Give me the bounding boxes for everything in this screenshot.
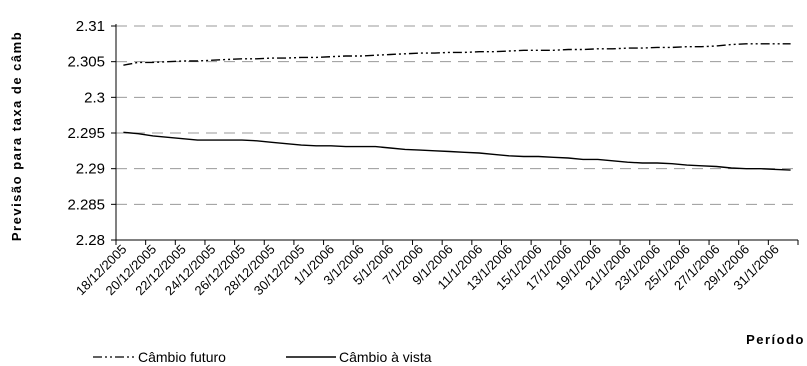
series-layer — [123, 43, 791, 171]
y-tick-label: 2.285 — [67, 196, 105, 213]
legend: Câmbio futuro Câmbio à vista — [93, 349, 432, 365]
y-tick-labels: 2.28 2.285 2.29 2.295 2.3 2.305 2.31 — [67, 18, 105, 249]
series-line-cambio-a-vista — [123, 131, 791, 171]
y-tick-label: 2.295 — [67, 125, 105, 142]
legend-label-futuro: Câmbio futuro — [138, 349, 226, 365]
legend-label-vista: Câmbio à vista — [339, 349, 432, 365]
gridlines — [116, 25, 798, 205]
x-tick-labels: 18/12/200520/12/200522/12/200524/12/2005… — [73, 242, 782, 299]
axes — [111, 24, 799, 245]
y-axis-title: Previsão para taxa de câmb — [9, 31, 24, 241]
y-tick-label: 2.29 — [76, 161, 105, 178]
y-tick-label: 2.28 — [76, 232, 105, 249]
x-axis-title: Período — [746, 332, 805, 347]
y-tick-label: 2.31 — [76, 18, 105, 35]
y-tick-label: 2.305 — [67, 54, 105, 71]
y-tick-label: 2.3 — [84, 89, 105, 106]
series-line-cambio-futuro — [123, 43, 791, 66]
